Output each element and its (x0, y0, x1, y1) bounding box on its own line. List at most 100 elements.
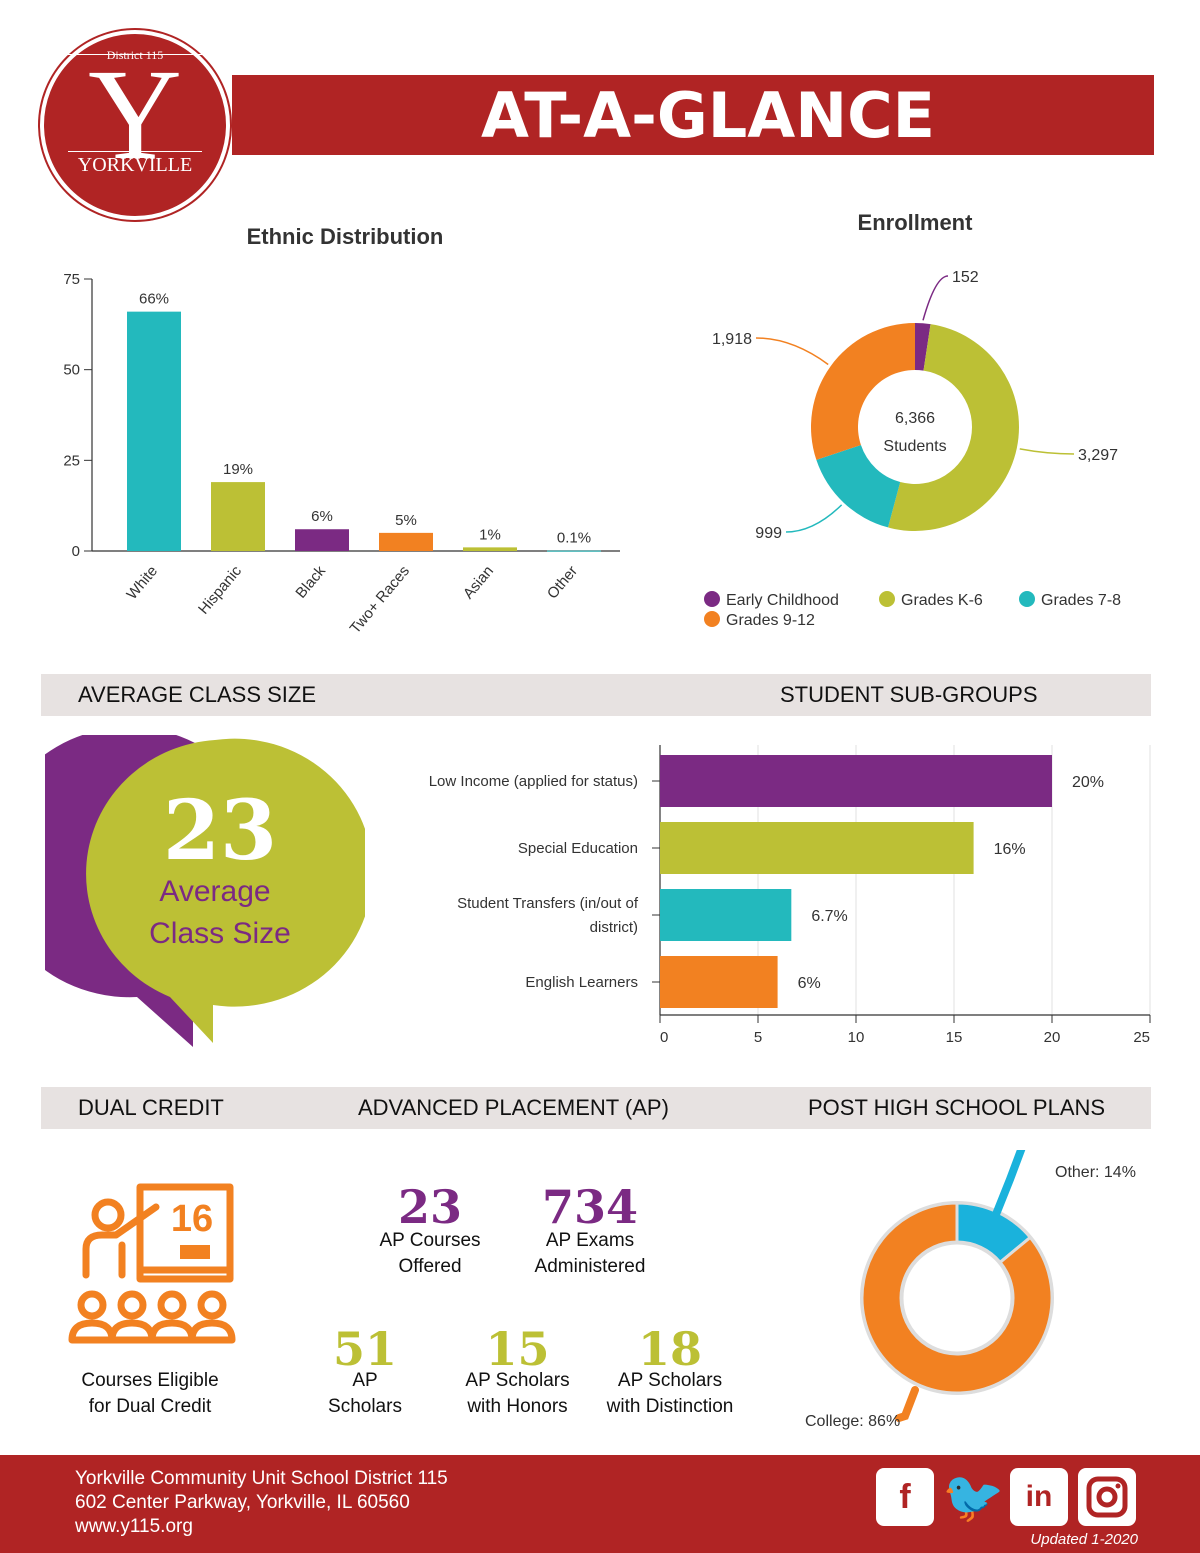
bar-data-label: 5% (395, 512, 417, 529)
bar-student-transfers-in-out-of-district (660, 889, 792, 941)
legend-swatch (1019, 591, 1035, 607)
y-tick-label: English Learners (525, 974, 638, 991)
class-size-number: 23 (162, 783, 278, 879)
enrollment-slice-grades-k-6 (888, 324, 1019, 531)
enrollment-data-label: 3,297 (1078, 447, 1118, 464)
section-title-ap: ADVANCED PLACEMENT (AP) (358, 1095, 669, 1120)
x-tick-label: 15 (946, 1029, 963, 1046)
speech-bubble-graphic (45, 735, 365, 1047)
legend-swatch (704, 611, 720, 627)
bar-data-label: 19% (223, 461, 253, 478)
y-tick-label: Special Education (518, 840, 638, 857)
ap-distinction-label-line2: with Distinction (606, 1396, 734, 1417)
y-tick-label: Student Transfers (in/out of district) (457, 895, 639, 936)
x-tick-label: 25 (1133, 1029, 1150, 1046)
page-title: AT-A-GLANCE (232, 75, 1154, 155)
bar-data-label: 66% (139, 291, 169, 308)
x-tick-label: 5 (754, 1029, 762, 1046)
enrollment-leader-line (785, 504, 843, 533)
ethnic-distribution-chart: 0 25 50 75 66% White 19% Hispanic 6% Black 5% Two+ … (63, 271, 620, 637)
student-subgroups-chart: 0 5 10 15 20 25 Low Income (applied for status… (429, 745, 1151, 1046)
other-data-label: Other: 14% (1055, 1164, 1136, 1181)
logo-rule-bottom (68, 151, 202, 152)
y-tick-label: Low Income (applied for status) (429, 773, 638, 790)
ap-honors-label-line1: AP Scholars (465, 1370, 570, 1391)
post-high-school-donut-chart: Other: 14% College: 86% (805, 1150, 1136, 1430)
x-tick-label: 0 (660, 1029, 668, 1046)
enrollment-total-number: 6,366 (895, 410, 935, 427)
y-tick-label: 0 (72, 543, 80, 560)
footer-address: 602 Center Parkway, Yorkville, IL 60560 (75, 1492, 410, 1513)
legend-label: Grades K-6 (901, 592, 983, 609)
y-tick-label: 50 (63, 362, 80, 379)
section-bar-row1 (41, 674, 1151, 716)
college-leader-line (895, 1386, 919, 1422)
footer-website-link[interactable]: www.y115.org (75, 1516, 193, 1537)
ap-scholars-label-line1: AP (352, 1370, 378, 1391)
ap-courses-label-line1: AP Courses (379, 1230, 481, 1251)
linkedin-icon[interactable]: in (1010, 1468, 1068, 1526)
y-tick-label: 75 (63, 271, 80, 288)
bar-data-label: 6% (311, 508, 333, 525)
district-logo: District 115 Y YORKVILLE (40, 30, 230, 220)
dual-credit-number: 16 (171, 1198, 213, 1240)
bar-data-label: 16% (994, 841, 1026, 858)
section-title-class-size: AVERAGE CLASS SIZE (78, 682, 317, 707)
footer-district-name: Yorkville Community Unit School District… (75, 1468, 448, 1489)
bar-english-learners (660, 956, 778, 1008)
enrollment-leader-line (755, 337, 829, 366)
enrollment-chart-title: Enrollment (857, 210, 973, 235)
donut-hole (900, 1241, 1014, 1355)
dual-credit-label-line2: for Dual Credit (88, 1396, 212, 1417)
bubble-main (86, 738, 365, 1043)
legend-swatch (704, 591, 720, 607)
dual-credit-label-line1: Courses Eligible (81, 1370, 219, 1391)
ethnic-chart-title: Ethnic Distribution (246, 224, 444, 249)
ap-distinction-number: 18 (637, 1322, 702, 1376)
other-leader-line (990, 1150, 1026, 1224)
ap-scholars-number: 51 (332, 1322, 397, 1376)
ap-scholars-label-line2: Scholars (328, 1396, 402, 1417)
x-tick-label: Other (544, 563, 581, 603)
bar-other (547, 550, 601, 552)
enrollment-leader-line (1019, 448, 1075, 455)
class-size-label-line1: Average (159, 875, 271, 908)
class-size-label-line2: Class Size (149, 917, 291, 950)
logo-town-text: YORKVILLE (77, 154, 193, 176)
x-tick-label: Asian (460, 563, 497, 603)
ap-honors-number: 15 (485, 1322, 550, 1376)
y-tick-label-line2: district) (590, 919, 638, 936)
bar-two-races (379, 532, 433, 551)
logo-rule-top (68, 54, 202, 55)
legend-label: Early Childhood (726, 592, 839, 609)
bar-data-label: 6% (798, 975, 821, 992)
footer (0, 1455, 1200, 1553)
section-title-subgroups: STUDENT SUB-GROUPS (780, 682, 1038, 707)
x-tick-label: Two+ Races (347, 563, 413, 637)
bar-white (127, 311, 181, 551)
facebook-icon[interactable]: f (876, 1468, 934, 1526)
instagram-icon[interactable] (1078, 1468, 1136, 1526)
x-tick-label: Black (292, 562, 329, 601)
ap-exams-label-line2: Administered (534, 1256, 646, 1277)
legend-label: Grades 7-8 (1041, 592, 1121, 609)
bar-black (295, 529, 349, 551)
bar-data-label: 20% (1072, 774, 1104, 791)
twitter-icon[interactable]: 🐦 (942, 1469, 1005, 1525)
bar-low-income-applied-for-status (660, 755, 1052, 807)
college-data-label: College: 86% (805, 1413, 900, 1430)
bar-special-education (660, 822, 974, 874)
enrollment-data-label: 1,918 (712, 331, 752, 348)
enrollment-total-label: Students (883, 438, 946, 455)
section-title-post-hs: POST HIGH SCHOOL PLANS (808, 1095, 1106, 1120)
ap-courses-number: 23 (397, 1180, 462, 1234)
bar-data-label: 1% (479, 526, 501, 543)
bar-asian (463, 547, 517, 551)
x-tick-label: Hispanic (195, 562, 245, 617)
y-tick-label: 25 (63, 452, 80, 469)
x-tick-label: 10 (848, 1029, 865, 1046)
ap-courses-label-line2: Offered (398, 1256, 462, 1277)
bar-data-label: 6.7% (811, 908, 847, 925)
ap-distinction-label-line1: AP Scholars (617, 1370, 723, 1391)
bar-hispanic (211, 482, 265, 551)
